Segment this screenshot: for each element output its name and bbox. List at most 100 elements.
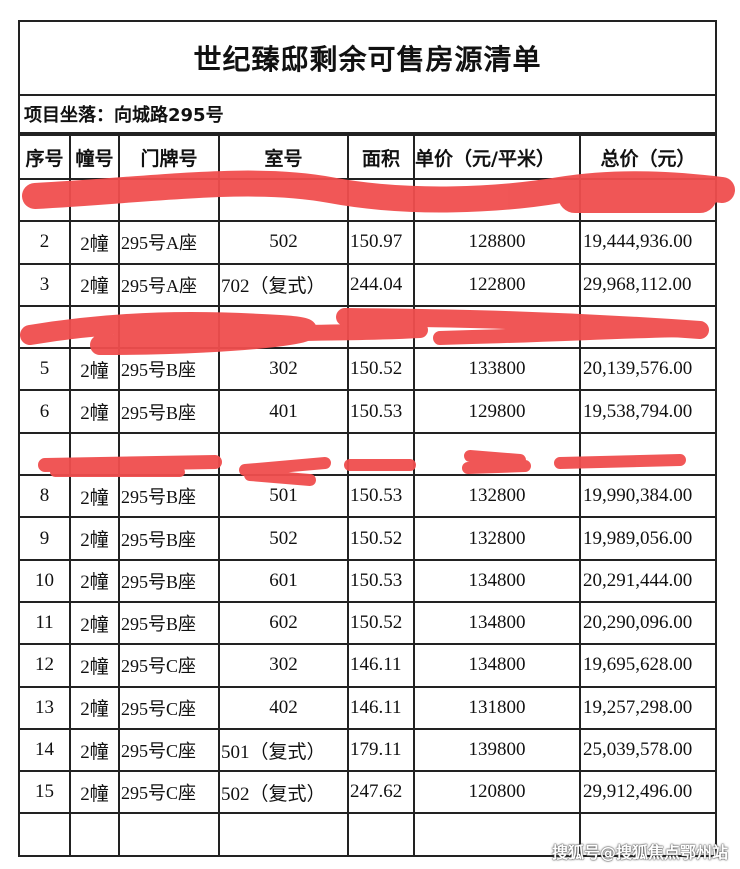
cell-unit: 139800 [413,727,581,773]
table-row: 6 2幢 295号B座 401 150.53 129800 19,538,794.00 [20,389,715,434]
cell-no: 3 [20,262,71,307]
cell-area: 150.53 [347,389,415,434]
cell-no: 6 [20,389,71,434]
cell-door: 295号B座 [118,558,220,603]
cell-room: 302 [218,643,349,688]
cell-no: 9 [20,516,71,561]
cell-total: 29,968,112.00 [579,262,715,307]
cell-area: 244.04 [347,262,415,307]
cell-room: 302 [218,347,349,392]
listing-table: 序号 幢号 门牌号 室号 面积 单价（元/平米） 总价（元） 2 2幢 295号A座… [20,134,715,857]
cell-total [579,812,715,857]
cell-bldg: 2幢 [69,516,120,561]
cell-total: 20,139,576.00 [579,347,715,392]
cell-no: 12 [20,643,71,688]
cell-room: 501 [218,474,349,519]
cell-area: 146.11 [347,643,415,688]
cell-room: 601 [218,558,349,603]
listing-sheet: 世纪臻邸剩余可售房源清单 项目坐落：向城路295号 序号 幢号 门牌号 室号 面… [18,20,717,857]
cell-no [20,304,71,350]
table-row: 8 2幢 295号B座 501 150.53 132800 19,990,384.00 [20,474,715,519]
cell-no: 5 [20,347,71,392]
cell-bldg: 2幢 [69,643,120,688]
cell-door: 295号A座 [118,220,220,265]
watermark: 搜狐号@搜狐焦点鄂州站 [551,843,728,862]
cell-room: 602 [218,600,349,646]
cell-area: 179.11 [347,727,415,773]
cell-total: 19,989,056.00 [579,516,715,561]
cell-bldg: 2幢 [69,558,120,603]
col-door: 门牌号 [118,134,220,180]
cell-room: 702（复式） [218,262,349,307]
project-location: 项目坐落：向城路295号 [20,96,715,134]
cell-total: 29,912,496.00 [579,770,715,815]
col-building: 幢号 [69,134,120,180]
cell-total: 25,039,578.00 [579,727,715,773]
table-row: 9 2幢 295号B座 502 150.52 132800 19,989,056.00 [20,516,715,561]
header-row: 序号 幢号 门牌号 室号 面积 单价（元/平米） 总价（元） [20,134,715,180]
table-row-redacted [20,177,715,223]
cell-door: 295号B座 [118,474,220,519]
cell-unit: 132800 [413,516,581,561]
cell-area: 150.52 [347,347,415,392]
cell-bldg: 2幢 [69,347,120,392]
cell-room: 502（复式） [218,770,349,815]
cell-room: 502 [218,516,349,561]
table-row: 11 2幢 295号B座 602 150.52 134800 20,290,096.00 [20,600,715,646]
cell-area [347,431,415,477]
cell-area: 150.52 [347,516,415,561]
cell-no: 14 [20,727,71,773]
cell-total: 20,290,096.00 [579,600,715,646]
col-no: 序号 [20,134,71,180]
cell-no [20,431,71,477]
cell-bldg [69,304,120,350]
cell-bldg: 2幢 [69,474,120,519]
cell-total: 19,444,936.00 [579,220,715,265]
cell-no: 10 [20,558,71,603]
cell-no: 15 [20,770,71,815]
cell-room: 502 [218,220,349,265]
table-row: 15 2幢 295号C座 502（复式） 247.62 120800 29,912,496.… [20,770,715,815]
cell-room: 501（复式） [218,727,349,773]
table-row: 3 2幢 295号A座 702（复式） 244.04 122800 29,968,112.0… [20,262,715,307]
table-row: 14 2幢 295号C座 501（复式） 179.11 139800 25,039,578.… [20,727,715,773]
cell-room [218,431,349,477]
cell-room [218,177,349,223]
cell-no: 13 [20,685,71,730]
table-row-redacted [20,304,715,350]
table-row: 10 2幢 295号B座 601 150.53 134800 20,291,444.00 [20,558,715,603]
cell-area: 146.11 [347,685,415,730]
cell-unit: 132800 [413,474,581,519]
cell-door [118,812,220,857]
table-row: 5 2幢 295号B座 302 150.52 133800 20,139,576.00 [20,347,715,392]
cell-bldg [69,812,120,857]
cell-unit: 122800 [413,262,581,307]
cell-unit: 131800 [413,685,581,730]
cell-unit: 134800 [413,643,581,688]
cell-door: 295号C座 [118,727,220,773]
cell-area: 150.53 [347,474,415,519]
cell-bldg [69,177,120,223]
col-unit-price: 单价（元/平米） [413,134,581,180]
cell-door [118,431,220,477]
cell-total: 19,538,794.00 [579,389,715,434]
cell-unit [413,304,581,350]
cell-unit [413,431,581,477]
cell-door: 295号B座 [118,600,220,646]
cell-door [118,304,220,350]
cell-bldg: 2幢 [69,600,120,646]
cell-bldg: 2幢 [69,770,120,815]
cell-total: 19,990,384.00 [579,474,715,519]
cell-door: 295号B座 [118,389,220,434]
cell-door: 295号B座 [118,347,220,392]
cell-bldg: 2幢 [69,262,120,307]
cell-area: 150.53 [347,558,415,603]
cell-bldg: 2幢 [69,220,120,265]
cell-unit: 120800 [413,770,581,815]
table-row [20,812,715,857]
table-row: 13 2幢 295号C座 402 146.11 131800 19,257,298.00 [20,685,715,730]
cell-total: 20,291,444.00 [579,558,715,603]
cell-total [579,177,715,223]
cell-unit: 133800 [413,347,581,392]
cell-room [218,812,349,857]
